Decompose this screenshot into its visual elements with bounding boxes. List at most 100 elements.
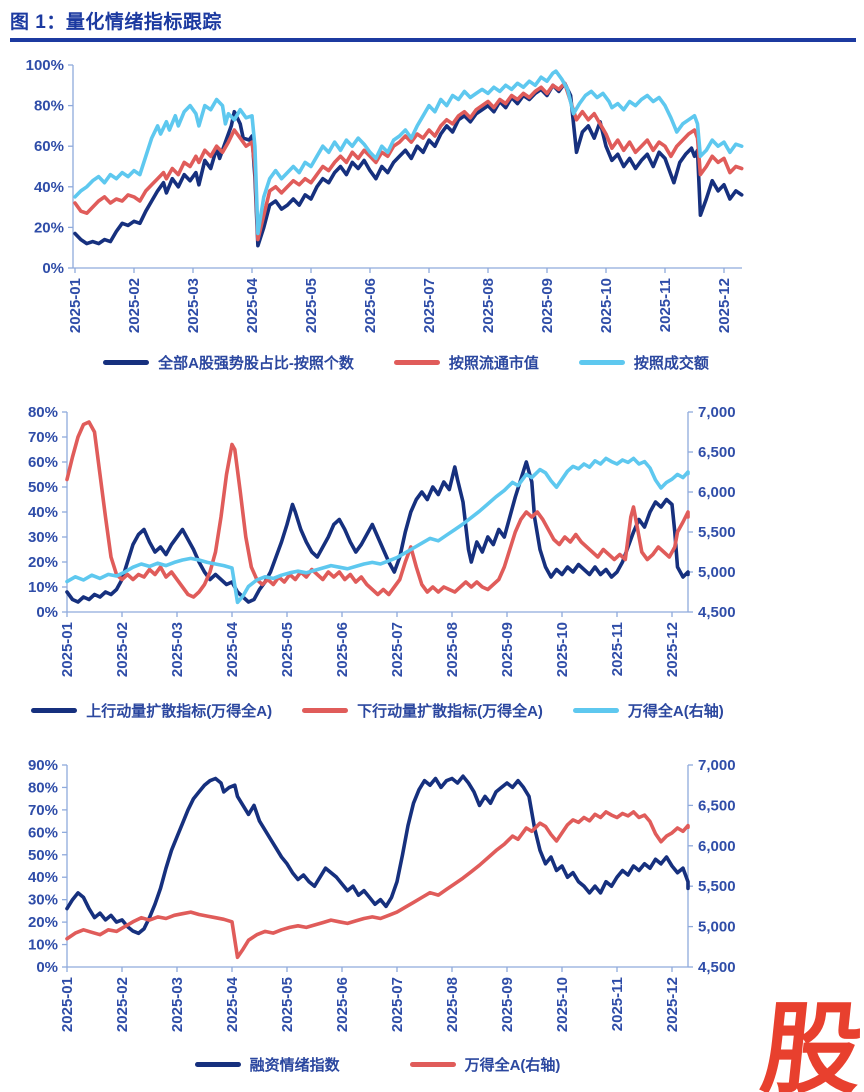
y2-tick-label: 7,000 <box>698 404 736 421</box>
y2-tick-label: 5,500 <box>698 524 736 541</box>
y-tick-label: 60% <box>28 824 58 841</box>
x-tick-label: 2025-02 <box>114 622 131 677</box>
legend-swatch <box>578 360 625 365</box>
momentum-diffusion-legend: 上行动量扩散指标(万得全A) 下行动量扩散指标(万得全A) 万得全A(右轴) <box>0 700 755 721</box>
y-tick-label: 50% <box>28 847 58 864</box>
legend-swatch <box>409 1062 456 1067</box>
legend-item: 下行动量扩散指标(万得全A) <box>302 700 543 721</box>
y2-tick-label: 6,500 <box>698 444 736 461</box>
y-tick-label: 40% <box>28 869 58 886</box>
y2-tick-label: 5,000 <box>698 564 736 581</box>
y-tick-label: 0% <box>36 604 58 621</box>
x-tick-label: 2025-12 <box>716 278 733 333</box>
x-tick-label: 2025-10 <box>554 622 571 677</box>
x-tick-label: 2025-03 <box>185 278 202 333</box>
x-tick-label: 2025-02 <box>114 977 131 1032</box>
x-tick-label: 2025-06 <box>334 622 351 677</box>
x-tick-label: 2025-10 <box>598 278 615 333</box>
chart-strong-stock-ratio: 0% 20% 40% 60% 80% 100% 2025-01 2025-02 2025-03 2… <box>0 52 864 388</box>
y-tick-label: 30% <box>28 892 58 909</box>
series-line-2 <box>65 456 690 605</box>
x-tick-label: 2025-06 <box>362 278 379 333</box>
x-tick-label: 2025-01 <box>59 977 76 1032</box>
legend-swatch <box>302 708 349 713</box>
y-tick-label: 10% <box>28 579 58 596</box>
legend-swatch <box>31 708 78 713</box>
y2-tick-label: 4,500 <box>698 604 736 621</box>
y-tick-label: 20% <box>28 554 58 571</box>
legend-label: 全部A股强势股占比-按照个数 <box>158 355 354 372</box>
y2-tick-label: 6,000 <box>698 838 736 855</box>
x-tick-label: 2025-04 <box>244 277 261 333</box>
series-line-1 <box>65 420 690 599</box>
x-tick-label: 2025-11 <box>657 278 674 332</box>
y-tick-label: 70% <box>28 429 58 446</box>
series-line-0 <box>65 460 690 604</box>
y-tick-label: 20% <box>28 914 58 931</box>
legend-item: 按照流通市值 <box>393 352 539 373</box>
legend-item: 按照成交额 <box>578 352 709 373</box>
legend-swatch <box>103 360 150 365</box>
strong-stock-ratio-legend: 全部A股强势股占比-按照个数 按照流通市值 按照成交额 <box>0 352 812 373</box>
legend-label: 按照成交额 <box>633 355 709 372</box>
y-tick-label: 90% <box>28 757 58 774</box>
legend-label: 按照流通市值 <box>448 355 539 372</box>
y-tick-label: 80% <box>28 404 58 421</box>
x-tick-label: 2025-09 <box>499 977 516 1032</box>
legend-label: 下行动量扩散指标(万得全A) <box>357 703 543 720</box>
figure-header: 图 1：量化情绪指标跟踪 <box>0 0 864 42</box>
x-tick-label: 2025-04 <box>224 621 241 677</box>
legend-item: 上行动量扩散指标(万得全A) <box>31 700 272 721</box>
x-tick-label: 2025-02 <box>126 278 143 333</box>
x-tick-label: 2025-12 <box>664 977 681 1032</box>
title-underline <box>10 38 856 42</box>
y-tick-label: 100% <box>26 57 64 74</box>
series-line-2 <box>73 69 744 236</box>
legend-swatch <box>393 360 440 365</box>
x-tick-label: 2025-08 <box>480 278 497 333</box>
x-tick-label: 2025-07 <box>389 622 406 677</box>
y2-tick-label: 4,500 <box>698 959 736 976</box>
series-line-1 <box>65 810 690 960</box>
axes <box>68 64 742 273</box>
chart-momentum-diffusion: 0% 10% 20% 30% 40% 50% 60% 70% 80% 4,500 5,000 5,50… <box>0 396 864 736</box>
brand-logo: 股 <box>755 991 864 1092</box>
x-tick-label: 2025-10 <box>554 977 571 1032</box>
y-tick-label: 80% <box>28 779 58 796</box>
figure-title: 图 1：量化情绪指标跟踪 <box>10 12 222 33</box>
y-tick-label: 80% <box>34 98 64 115</box>
y-tick-label: 0% <box>36 959 58 976</box>
legend-item: 全部A股强势股占比-按照个数 <box>103 352 354 373</box>
legend-item: 万得全A(右轴) <box>572 700 724 721</box>
legend-label: 万得全A(右轴) <box>627 703 724 720</box>
x-tick-label: 2025-11 <box>609 622 626 676</box>
legend-label: 融资情绪指数 <box>249 1057 340 1074</box>
legend-swatch <box>572 708 619 713</box>
x-tick-label: 2025-04 <box>224 976 241 1032</box>
y-tick-label: 30% <box>28 529 58 546</box>
axes <box>62 411 693 617</box>
x-tick-label: 2025-01 <box>67 278 84 333</box>
x-tick-label: 2025-05 <box>279 977 296 1032</box>
y-tick-label: 0% <box>42 260 64 277</box>
y2-tick-label: 5,000 <box>698 919 736 936</box>
series-line-0 <box>65 774 690 936</box>
x-tick-label: 2025-06 <box>334 977 351 1032</box>
margin-sentiment-legend: 融资情绪指数 万得全A(右轴) <box>0 1054 755 1075</box>
x-tick-label: 2025-08 <box>444 977 461 1032</box>
y2-tick-label: 6,000 <box>698 484 736 501</box>
y-tick-label: 60% <box>28 454 58 471</box>
y-tick-label: 50% <box>28 479 58 496</box>
y-tick-label: 10% <box>28 937 58 954</box>
y2-tick-label: 5,500 <box>698 878 736 895</box>
y-tick-label: 40% <box>28 504 58 521</box>
series-line-1 <box>73 81 744 242</box>
legend-swatch <box>194 1062 241 1067</box>
axes <box>62 764 693 972</box>
legend-label: 上行动量扩散指标(万得全A) <box>86 703 273 720</box>
y-tick-label: 70% <box>28 802 58 819</box>
y-tick-label: 40% <box>34 179 64 196</box>
x-tick-label: 2025-11 <box>609 977 626 1031</box>
x-tick-label: 2025-09 <box>499 622 516 677</box>
